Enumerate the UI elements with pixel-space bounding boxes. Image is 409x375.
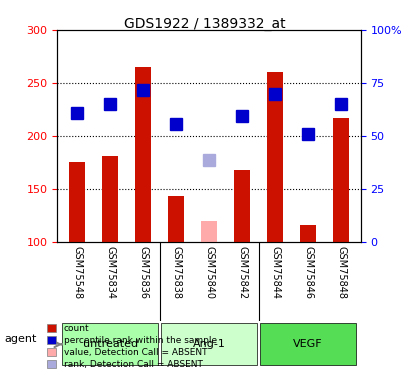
Text: GDS1922 / 1389332_at: GDS1922 / 1389332_at [124,17,285,31]
Text: untreated: untreated [82,339,137,350]
FancyBboxPatch shape [161,324,256,365]
Text: Ang-1: Ang-1 [192,339,225,350]
Text: GSM75548: GSM75548 [72,246,82,299]
Bar [299,225,315,242]
FancyBboxPatch shape [62,324,157,365]
Bar [167,196,184,242]
Legend: count, percentile rank within the sample, value, Detection Call = ABSENT, rank, : count, percentile rank within the sample… [45,322,218,370]
Bar [135,67,151,242]
Bar [233,170,250,242]
Text: GSM75838: GSM75838 [171,246,181,299]
Text: GSM75842: GSM75842 [236,246,247,299]
Text: VEGF: VEGF [292,339,322,350]
Text: GSM75846: GSM75846 [302,246,312,299]
Bar [266,72,283,242]
Bar [200,220,217,242]
Bar [332,118,348,242]
Text: agent: agent [4,334,36,344]
FancyBboxPatch shape [260,324,355,365]
Text: GSM75836: GSM75836 [138,246,148,299]
Text: GSM75844: GSM75844 [270,246,279,299]
Bar [69,162,85,242]
Text: GSM75834: GSM75834 [105,246,115,299]
Text: GSM75848: GSM75848 [335,246,345,299]
Text: GSM75840: GSM75840 [204,246,213,299]
Bar [102,156,118,242]
